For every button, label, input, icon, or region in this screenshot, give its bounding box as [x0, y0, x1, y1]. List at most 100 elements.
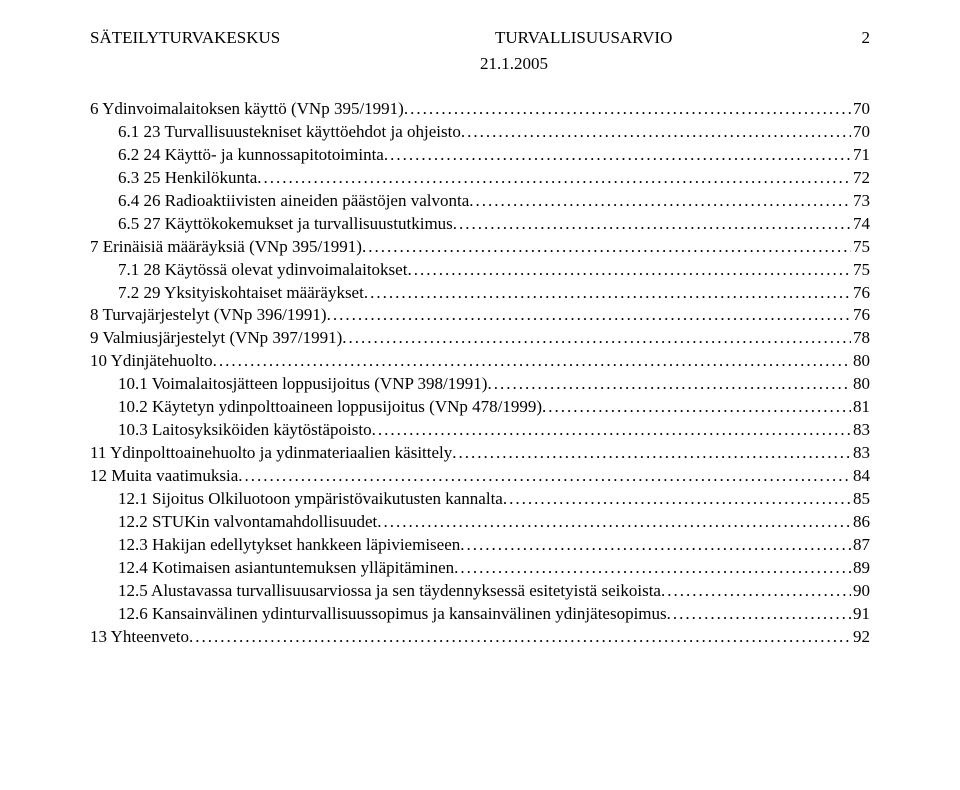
toc-line: 12 Muita vaatimuksia 84	[90, 465, 870, 488]
toc-line: 6.4 26 Radioaktiivisten aineiden päästöj…	[90, 190, 870, 213]
toc-page: 80	[851, 373, 870, 396]
toc-page: 83	[851, 442, 870, 465]
document-page: SÄTEILYTURVAKESKUS TURVALLISUUSARVIO 2 2…	[0, 0, 960, 669]
toc-line: 6.5 27 Käyttökokemukset ja turvallisuust…	[90, 213, 870, 236]
header-row: SÄTEILYTURVAKESKUS TURVALLISUUSARVIO 2	[90, 28, 870, 48]
toc-page: 75	[851, 236, 870, 259]
toc-page: 92	[851, 626, 870, 649]
toc-page: 74	[851, 213, 870, 236]
toc-page: 78	[851, 327, 870, 350]
toc-dots	[452, 442, 851, 465]
toc-line: 13 Yhteenveto 92	[90, 626, 870, 649]
toc-dots	[238, 465, 851, 488]
toc-label: 11 Ydinpolttoainehuolto ja ydinmateriaal…	[90, 442, 452, 465]
toc-line: 12.3 Hakijan edellytykset hankkeen läpiv…	[90, 534, 870, 557]
toc-label: 10.2 Käytetyn ydinpolttoaineen loppusijo…	[118, 396, 542, 419]
toc-dots	[377, 511, 851, 534]
toc-dots	[454, 557, 851, 580]
toc-dots	[453, 213, 851, 236]
toc-page: 84	[851, 465, 870, 488]
toc-label: 7.1 28 Käytössä olevat ydinvoimalaitokse…	[118, 259, 407, 282]
toc-page: 91	[851, 603, 870, 626]
toc-page: 76	[851, 304, 870, 327]
toc-dots	[327, 304, 851, 327]
toc-line: 10.2 Käytetyn ydinpolttoaineen loppusijo…	[90, 396, 870, 419]
toc-page: 87	[851, 534, 870, 557]
toc-page: 89	[851, 557, 870, 580]
toc-page: 83	[851, 419, 870, 442]
toc-line: 10.1 Voimalaitosjätteen loppusijoitus (V…	[90, 373, 870, 396]
toc-line: 8 Turvajärjestelyt (VNp 396/1991)76	[90, 304, 870, 327]
toc-dots	[362, 236, 851, 259]
toc-label: 13 Yhteenveto	[90, 626, 189, 649]
toc-dots	[257, 167, 851, 190]
toc-dots	[213, 350, 851, 373]
toc-line: 12.6 Kansainvälinen ydinturvallisuussopi…	[90, 603, 870, 626]
toc-line: 9 Valmiusjärjestelyt (VNp 397/1991) 78	[90, 327, 870, 350]
toc-page: 80	[851, 350, 870, 373]
toc-dots	[461, 121, 851, 144]
toc-label: 12.3 Hakijan edellytykset hankkeen läpiv…	[118, 534, 460, 557]
toc-dots	[189, 626, 851, 649]
toc-label: 10.3 Laitosyksiköiden käytöstäpoisto	[118, 419, 372, 442]
toc-line: 12.1 Sijoitus Olkiluotoon ympäristövaiku…	[90, 488, 870, 511]
toc-line: 6 Ydinvoimalaitoksen käyttö (VNp 395/199…	[90, 98, 870, 121]
toc-page: 85	[851, 488, 870, 511]
toc-label: 12.6 Kansainvälinen ydinturvallisuussopi…	[118, 603, 667, 626]
toc-line: 7.1 28 Käytössä olevat ydinvoimalaitokse…	[90, 259, 870, 282]
toc-label: 9 Valmiusjärjestelyt (VNp 397/1991)	[90, 327, 342, 350]
toc-label: 12.5 Alustavassa turvallisuusarviossa ja…	[118, 580, 661, 603]
toc-label: 10 Ydinjätehuolto	[90, 350, 213, 373]
toc-page: 72	[851, 167, 870, 190]
toc-page: 90	[851, 580, 870, 603]
toc-page: 70	[851, 98, 870, 121]
toc-dots	[460, 534, 851, 557]
header-left: SÄTEILYTURVAKESKUS	[90, 28, 435, 48]
toc-line: 12.2 STUKin valvontamahdollisuudet 86	[90, 511, 870, 534]
toc-label: 7.2 29 Yksityiskohtaiset määräykset	[118, 282, 364, 305]
toc-line: 7.2 29 Yksityiskohtaiset määräykset 76	[90, 282, 870, 305]
toc-page: 76	[851, 282, 870, 305]
toc-page: 70	[851, 121, 870, 144]
toc-page: 73	[851, 190, 870, 213]
toc-page: 75	[851, 259, 870, 282]
toc-line: 6.3 25 Henkilökunta 72	[90, 167, 870, 190]
toc-page: 81	[851, 396, 870, 419]
toc-label: 12 Muita vaatimuksia	[90, 465, 238, 488]
toc-line: 7 Erinäisiä määräyksiä (VNp 395/1991) 75	[90, 236, 870, 259]
toc-dots	[372, 419, 851, 442]
toc-line: 11 Ydinpolttoainehuolto ja ydinmateriaal…	[90, 442, 870, 465]
toc-dots	[404, 98, 851, 121]
toc-label: 6 Ydinvoimalaitoksen käyttö (VNp 395/199…	[90, 98, 404, 121]
toc-label: 6.2 24 Käyttö- ja kunnossapitotoiminta	[118, 144, 384, 167]
toc-page: 86	[851, 511, 870, 534]
table-of-contents: 6 Ydinvoimalaitoksen käyttö (VNp 395/199…	[90, 98, 870, 649]
header-date: 21.1.2005	[90, 54, 870, 74]
toc-line: 10.3 Laitosyksiköiden käytöstäpoisto 83	[90, 419, 870, 442]
toc-label: 6.3 25 Henkilökunta	[118, 167, 257, 190]
toc-label: 12.4 Kotimaisen asiantuntemuksen ylläpit…	[118, 557, 454, 580]
toc-label: 6.1 23 Turvallisuustekniset käyttöehdot …	[118, 121, 461, 144]
toc-line: 6.1 23 Turvallisuustekniset käyttöehdot …	[90, 121, 870, 144]
toc-dots	[661, 580, 851, 603]
toc-label: 6.5 27 Käyttökokemukset ja turvallisuust…	[118, 213, 453, 236]
toc-label: 10.1 Voimalaitosjätteen loppusijoitus (V…	[118, 373, 487, 396]
toc-line: 6.2 24 Käyttö- ja kunnossapitotoiminta 71	[90, 144, 870, 167]
toc-line: 10 Ydinjätehuolto 80	[90, 350, 870, 373]
toc-label: 6.4 26 Radioaktiivisten aineiden päästöj…	[118, 190, 469, 213]
toc-dots	[407, 259, 851, 282]
toc-dots	[384, 144, 851, 167]
toc-page: 71	[851, 144, 870, 167]
toc-dots	[364, 282, 851, 305]
toc-label: 7 Erinäisiä määräyksiä (VNp 395/1991)	[90, 236, 362, 259]
toc-label: 12.2 STUKin valvontamahdollisuudet	[118, 511, 377, 534]
toc-label: 12.1 Sijoitus Olkiluotoon ympäristövaiku…	[118, 488, 503, 511]
toc-dots	[487, 373, 851, 396]
toc-dots	[542, 396, 851, 419]
toc-dots	[667, 603, 851, 626]
header-mid: TURVALLISUUSARVIO	[435, 28, 840, 48]
header-page-number: 2	[840, 28, 870, 48]
toc-dots	[342, 327, 851, 350]
toc-line: 12.4 Kotimaisen asiantuntemuksen ylläpit…	[90, 557, 870, 580]
toc-dots	[469, 190, 851, 213]
